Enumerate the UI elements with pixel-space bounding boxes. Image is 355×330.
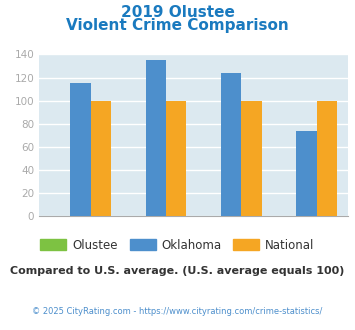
Bar (221, 73, 241, 216)
Text: 2019 Olustee: 2019 Olustee (121, 5, 234, 20)
Bar (70, 83, 91, 216)
Text: Compared to U.S. average. (U.S. average equals 100): Compared to U.S. average. (U.S. average … (10, 266, 345, 276)
Bar (241, 101, 262, 216)
Legend: Olustee, Oklahoma, National: Olustee, Oklahoma, National (40, 239, 315, 251)
Bar (296, 131, 317, 216)
Bar (166, 101, 186, 216)
Bar (91, 101, 111, 216)
Text: Violent Crime Comparison: Violent Crime Comparison (66, 18, 289, 33)
Bar (317, 101, 337, 216)
Text: © 2025 CityRating.com - https://www.cityrating.com/crime-statistics/: © 2025 CityRating.com - https://www.city… (32, 307, 323, 316)
Bar (146, 60, 166, 216)
